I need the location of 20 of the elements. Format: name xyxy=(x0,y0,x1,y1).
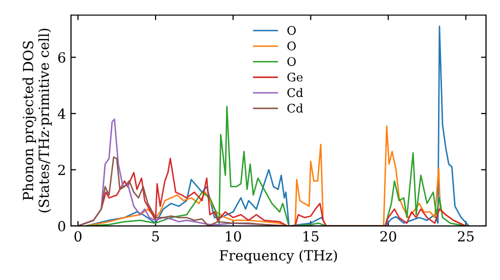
x-tick-label: 10 xyxy=(226,231,242,242)
x-tick-label: 5 xyxy=(152,231,159,242)
x-tick-label: 25 xyxy=(458,231,474,242)
x-tick-label: 20 xyxy=(380,231,396,242)
y-tick-label: 2 xyxy=(58,164,65,176)
legend-label: Cd xyxy=(287,88,303,98)
legend-label: O xyxy=(287,57,296,66)
y-tick-label: 0 xyxy=(58,220,66,232)
line-series xyxy=(77,156,288,226)
y-axis-title: Phonon projected DOS (States/THz·primitive cell) xyxy=(22,28,52,212)
legend-label: O xyxy=(287,42,296,50)
legend-label: Ge xyxy=(287,72,303,82)
x-axis-title: Frequency (THz) xyxy=(220,250,337,264)
x-tick-label: 15 xyxy=(304,231,318,242)
legend-label: Cd xyxy=(287,104,303,113)
line-series xyxy=(85,26,470,226)
y-tick-label: 6 xyxy=(58,52,66,63)
y-tick-label: 4 xyxy=(58,108,66,119)
x-tick-label: 0 xyxy=(74,231,82,242)
legend-label: O xyxy=(287,26,296,35)
